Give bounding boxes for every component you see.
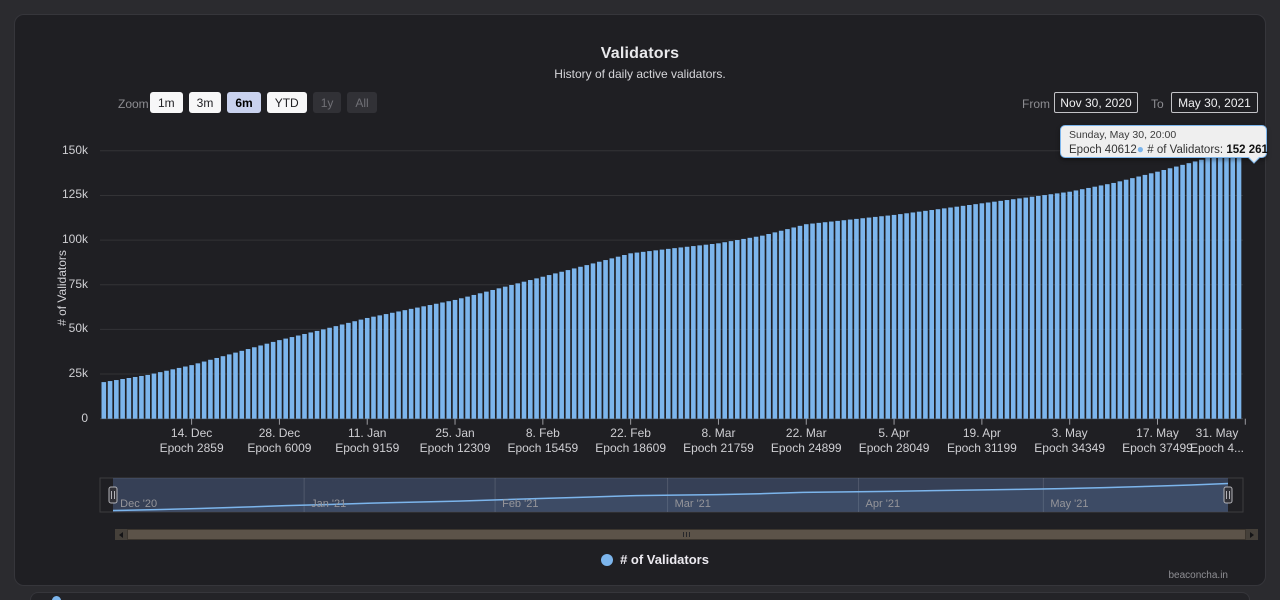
x-axis-tick-label: 22. Feb Epoch 18609 (595, 426, 666, 455)
left-arrow-icon (116, 531, 123, 538)
x-axis-tick-label: 14. Dec Epoch 2859 (159, 426, 224, 455)
x-axis-tick-label: 28. Dec Epoch 6009 (247, 426, 312, 455)
chart-credit: beaconcha.in (1168, 570, 1229, 581)
navigator-scrollbar[interactable] (115, 529, 1258, 540)
legend[interactable]: # of Validators (15, 552, 1280, 567)
navigator-month-label: May '21 (1050, 498, 1089, 510)
x-axis-tick-label: 17. May Epoch 37499 (1122, 426, 1193, 455)
chart-tooltip: Sunday, May 30, 20:00 Epoch 40612● # of … (1060, 125, 1268, 164)
y-axis-tick-label: 125k (61, 187, 88, 202)
tooltip-datetime: Sunday, May 30, 20:00 (1069, 129, 1177, 141)
next-card-sliver (30, 592, 1250, 600)
navigator-month-label: Feb '21 (502, 498, 539, 510)
zoom-button-1y[interactable]: 1y (312, 92, 342, 113)
y-axis-tick-label: 75k (68, 276, 88, 291)
x-axis-tick-label: 11. Jan Epoch 9159 (335, 426, 400, 455)
zoom-button-1m[interactable]: 1m (150, 92, 183, 113)
navigator-month-label: Apr '21 (865, 498, 901, 510)
right-arrow-icon (1250, 531, 1257, 538)
y-axis-tick-label: 0 (81, 410, 88, 425)
zoom-button-3m[interactable]: 3m (188, 92, 222, 113)
plot-area[interactable] (115, 143, 1258, 434)
zoom-button-group: 1m 3m 6m YTD 1y All (150, 92, 377, 113)
zoom-label: Zoom (118, 97, 149, 111)
legend-label: # of Validators (620, 552, 709, 567)
x-axis-tick-label: 3. May Epoch 34349 (1034, 426, 1106, 455)
y-axis-tick-label: 150k (61, 142, 88, 157)
y-axis-tick-label: 25k (68, 366, 88, 381)
x-axis-tick-label: 5. Apr Epoch 28049 (858, 426, 930, 455)
next-card-legend-dot (52, 596, 61, 600)
to-date-input[interactable] (1171, 92, 1258, 113)
tooltip-value-line: Epoch 40612● # of Validators: 152 261 (1069, 142, 1268, 156)
from-date-input[interactable] (1054, 92, 1138, 113)
chart-subtitle: History of daily active validators. (554, 67, 726, 81)
y-axis-tick-label: 50k (68, 321, 88, 336)
scrollbar-thumb[interactable] (127, 529, 1246, 540)
legend-marker-icon (601, 553, 614, 566)
scrollbar-right-arrow-button[interactable] (1246, 529, 1258, 540)
scrollbar-left-arrow-button[interactable] (115, 529, 127, 540)
x-axis-tick-label: 22. Mar Epoch 24899 (770, 426, 842, 455)
x-axis-tick-label: 8. Mar Epoch 21759 (683, 426, 754, 455)
to-label: To (1151, 97, 1164, 111)
series-marker-dot: ● (1136, 142, 1145, 156)
x-axis-tick-label: 25. Jan Epoch 12309 (419, 426, 491, 455)
x-axis-tick-label: 8. Feb Epoch 15459 (507, 426, 579, 455)
navigator-month-label: Mar '21 (674, 498, 711, 510)
x-axis-tick-label: 31. May Epoch 4... (1189, 426, 1245, 455)
navigator-month-label: Dec '20 (120, 498, 158, 510)
zoom-button-all[interactable]: All (347, 92, 377, 113)
zoom-button-ytd[interactable]: YTD (266, 92, 307, 113)
from-label: From (1022, 97, 1050, 111)
navigator-month-label: Jan '21 (311, 498, 347, 510)
chart-title: Validators (600, 45, 680, 62)
zoom-button-6m[interactable]: 6m (227, 92, 261, 113)
x-axis-tick-label: 19. Apr Epoch 31199 (946, 426, 1017, 455)
y-axis-tick-label: 100k (61, 232, 88, 247)
